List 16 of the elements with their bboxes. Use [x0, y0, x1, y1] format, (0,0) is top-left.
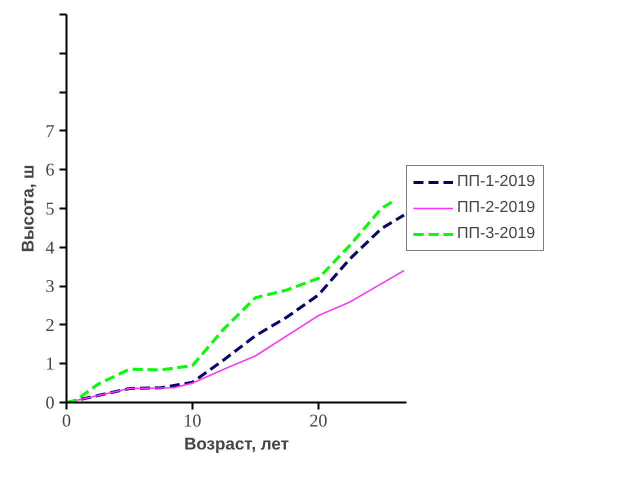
- legend-label: ПП-3-2019: [457, 225, 536, 243]
- y-tick-label: 5: [46, 198, 54, 218]
- legend-label: ПП-1-2019: [457, 173, 536, 191]
- legend-label: ПП-2-2019: [457, 199, 536, 217]
- x-tick-label: 20: [309, 410, 328, 430]
- x-tick-label: 10: [183, 410, 202, 430]
- y-tick-label: 6: [46, 160, 54, 180]
- y-tick-label: 1: [46, 354, 54, 374]
- x-axis-title: Возраст, лет: [184, 434, 289, 454]
- y-tick-label: 7: [46, 120, 54, 141]
- x-tick-label: 0: [62, 410, 71, 430]
- y-tick-label: 3: [46, 276, 54, 296]
- y-tick-label: 0: [46, 392, 54, 412]
- y-tick-label: 2: [46, 314, 54, 335]
- y-tick-label: 4: [46, 237, 54, 258]
- y-axis-title: Высота, ш: [18, 164, 38, 252]
